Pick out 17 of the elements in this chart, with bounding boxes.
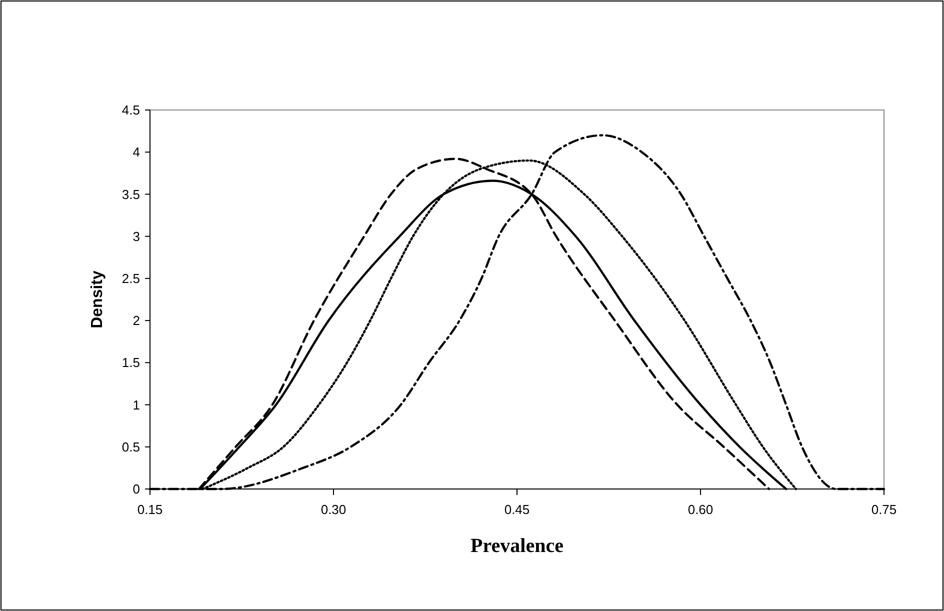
x-axis-title: Prevalence bbox=[470, 535, 564, 557]
x-tick-label: 0.15 bbox=[137, 502, 163, 517]
y-tick-label: 0 bbox=[132, 482, 140, 497]
x-tick-label: 0.60 bbox=[688, 502, 714, 517]
y-tick-label: 4.5 bbox=[122, 102, 140, 118]
y-tick-label: 1.5 bbox=[122, 355, 140, 370]
x-tick-label: 0.75 bbox=[871, 502, 897, 517]
y-tick-label: 2 bbox=[132, 313, 140, 328]
y-axis-title: Density bbox=[89, 270, 106, 328]
y-tick-label: 3.5 bbox=[122, 186, 140, 202]
y-tick-label: 1 bbox=[132, 397, 140, 412]
y-tick-label: 3 bbox=[132, 228, 140, 244]
x-tick-label: 0.30 bbox=[320, 502, 346, 517]
y-tick-label: 2.5 bbox=[122, 270, 140, 286]
y-tick-label: 4 bbox=[132, 144, 140, 160]
x-tick-label: 0.45 bbox=[504, 502, 530, 517]
y-tick-label: 0.5 bbox=[122, 439, 140, 454]
